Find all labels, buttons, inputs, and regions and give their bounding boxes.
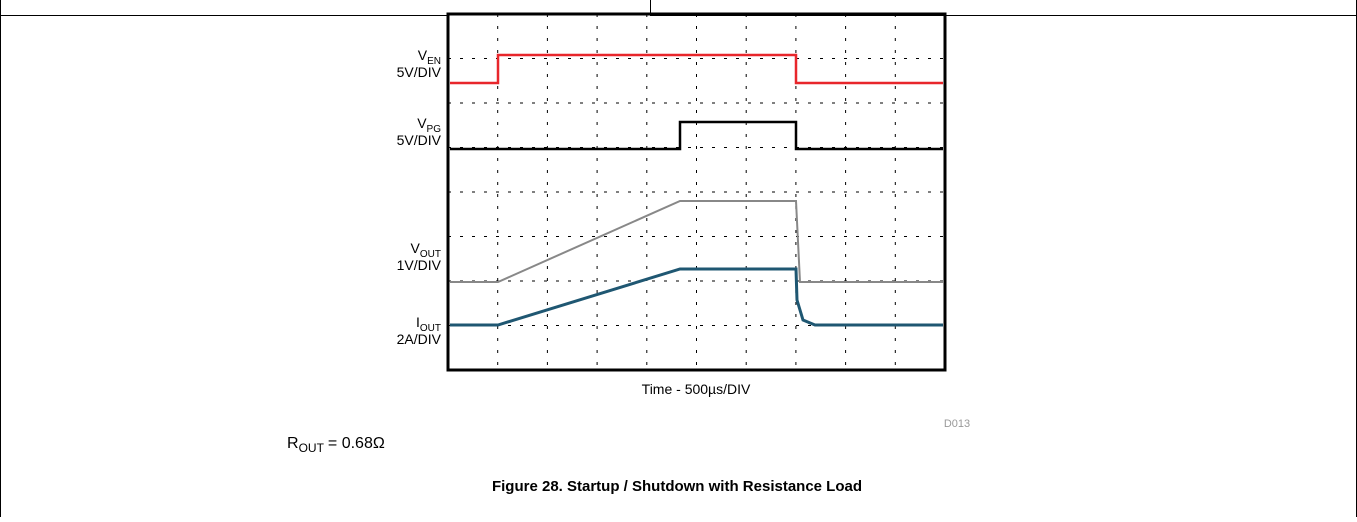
channel-label: VOUT [411,240,441,260]
trace-vout [450,200,943,283]
note: ROUT = 0.68Ω [287,435,385,455]
trace-iout [450,267,943,327]
channel-label: IOUT [416,314,441,334]
caption: Figure 28. Startup / Shutdown with Resis… [492,478,862,495]
channel-scale: 5V/DIV [397,64,442,80]
scope-frame [446,12,947,372]
channel-label: VEN [418,47,441,67]
trace-vpg [450,120,943,151]
channel-scale: 1V/DIV [397,257,442,273]
x-axis-label: Time - 500µs/DIV [642,381,751,397]
channel-label: VPG [417,115,441,135]
channel-scale: 2A/DIV [397,331,442,347]
trace-ven [450,53,943,85]
channel-scale: 5V/DIV [397,132,442,148]
figure-id: D013 [944,418,970,430]
